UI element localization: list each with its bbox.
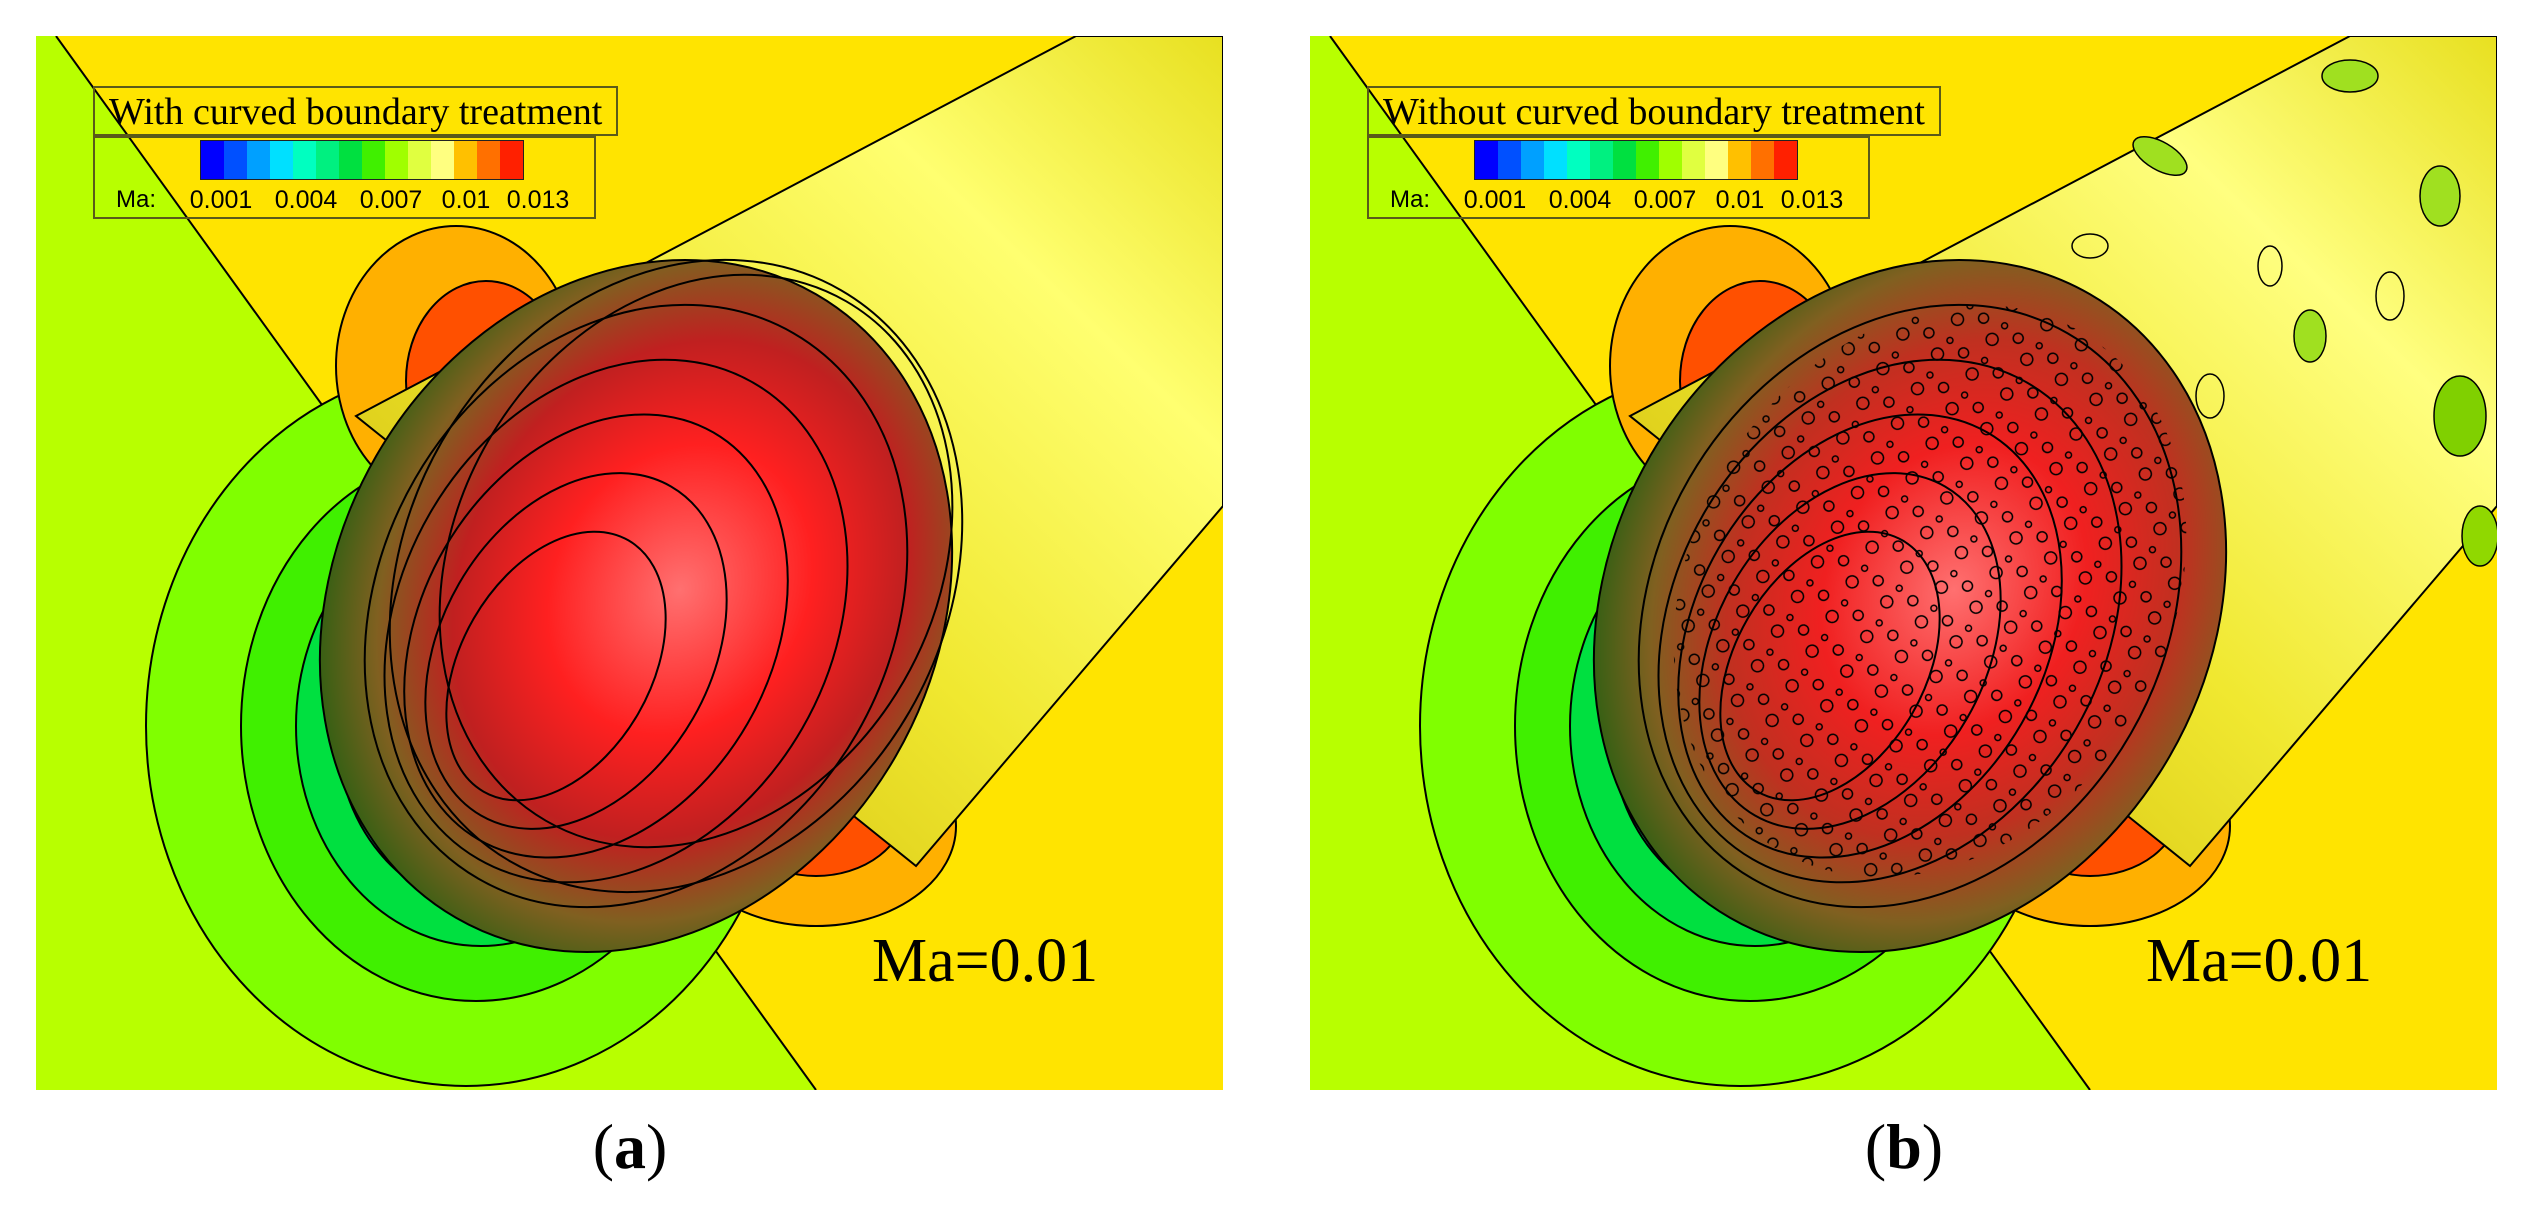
colorbar-swatch (1774, 141, 1797, 179)
colorbar-swatch (408, 141, 431, 179)
colorbar-swatch (1475, 141, 1498, 179)
colorbar-tick: 0.004 (274, 186, 338, 214)
caption-b: (b) (1804, 1110, 2004, 1184)
colorbar-swatch (362, 141, 385, 179)
colorbar (200, 140, 524, 180)
colorbar-swatch (1567, 141, 1590, 179)
panel-b: Without curved boundary treatment Ma: 0.… (1310, 36, 2497, 1090)
contour-plot-a (36, 36, 1223, 1090)
nose-contour-lines (1637, 303, 2183, 909)
colorbar-swatch (1521, 141, 1544, 179)
colorbar-swatch (339, 141, 362, 179)
mach-number-label: Ma=0.01 (872, 927, 1099, 995)
legend-box (1367, 136, 1870, 219)
nose-contour-lines (363, 258, 964, 909)
caption-paren-close: ) (1921, 1111, 1944, 1182)
colorbar-variable-label: Ma: (1390, 186, 1431, 213)
colorbar-swatch (1659, 141, 1682, 179)
colorbar-swatch (224, 141, 247, 179)
colorbar-swatch (247, 141, 270, 179)
colorbar-swatch (316, 141, 339, 179)
colorbar-tick: 0.01 (441, 186, 491, 214)
caption-letter: a (614, 1111, 646, 1182)
colorbar-tick: 0.004 (1548, 186, 1612, 214)
colorbar-swatch (1590, 141, 1613, 179)
legend-box (93, 136, 596, 219)
colorbar (1474, 140, 1798, 180)
panel-a: With curved boundary treatment Ma: 0.001… (36, 36, 1223, 1090)
caption-paren-open: ( (1864, 1111, 1887, 1182)
colorbar-swatch (1682, 141, 1705, 179)
nose-noise-texture (1673, 304, 2187, 878)
colorbar-tick: 0.001 (189, 186, 253, 214)
colorbar-swatch (431, 141, 454, 179)
contour-plot-b (1310, 36, 2497, 1090)
colorbar-tick: 0.013 (506, 186, 570, 214)
colorbar-swatch (1544, 141, 1567, 179)
mach-number-label: Ma=0.01 (2146, 927, 2373, 995)
colorbar-swatch (1751, 141, 1774, 179)
colorbar-swatch (1613, 141, 1636, 179)
caption-paren-open: ( (592, 1111, 614, 1182)
panel-title: With curved boundary treatment (93, 86, 619, 136)
cylinder-nose (318, 259, 954, 953)
panel-title: Without curved boundary treatment (1367, 86, 1941, 136)
colorbar-swatch (1705, 141, 1728, 179)
caption-paren-close: ) (646, 1111, 668, 1182)
colorbar-swatch (500, 141, 523, 179)
colorbar-tick: 0.007 (359, 186, 423, 214)
caption-letter: b (1886, 1111, 1922, 1182)
colorbar-swatch (454, 141, 477, 179)
colorbar-swatch (1728, 141, 1751, 179)
colorbar-swatch (1498, 141, 1521, 179)
colorbar-tick: 0.007 (1633, 186, 1697, 214)
noise-islands (2019, 59, 2497, 635)
colorbar-swatch (201, 141, 224, 179)
colorbar-tick: 0.01 (1715, 186, 1765, 214)
colorbar-variable-label: Ma: (116, 186, 157, 213)
colorbar-swatch (1636, 141, 1659, 179)
colorbar-tick: 0.013 (1780, 186, 1844, 214)
colorbar-swatch (385, 141, 408, 179)
colorbar-swatch (270, 141, 293, 179)
colorbar-swatch (293, 141, 316, 179)
colorbar-tick: 0.001 (1463, 186, 1527, 214)
caption-a: (a) (530, 1110, 730, 1184)
colorbar-swatch (477, 141, 500, 179)
